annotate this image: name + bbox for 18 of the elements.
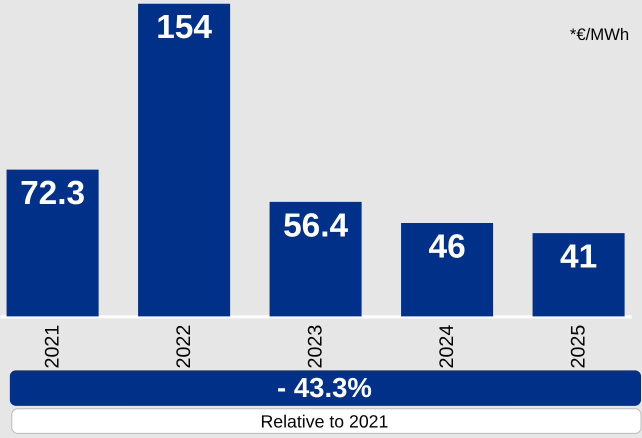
data-label: 56.4 (283, 207, 349, 244)
bar (401, 222, 494, 316)
text: Relative to 2021 (260, 411, 388, 432)
annotation: *€/MWh (570, 25, 630, 44)
data-label: 72.3 (20, 174, 86, 212)
data-label: 41 (560, 238, 598, 276)
x-tick-label: 2022 (172, 324, 195, 368)
x-tick-label: 2023 (304, 324, 326, 368)
x-tick-label: 2021 (42, 324, 64, 368)
text: - 43.3% (277, 372, 372, 403)
bar (6, 170, 99, 316)
data-label: 46 (428, 228, 466, 266)
bar (138, 4, 230, 316)
bar (270, 202, 362, 316)
x-tick-label: 2024 (436, 324, 458, 368)
bar (532, 233, 625, 316)
data-label: 154 (156, 9, 212, 46)
x-tick-label: 2025 (567, 324, 590, 368)
